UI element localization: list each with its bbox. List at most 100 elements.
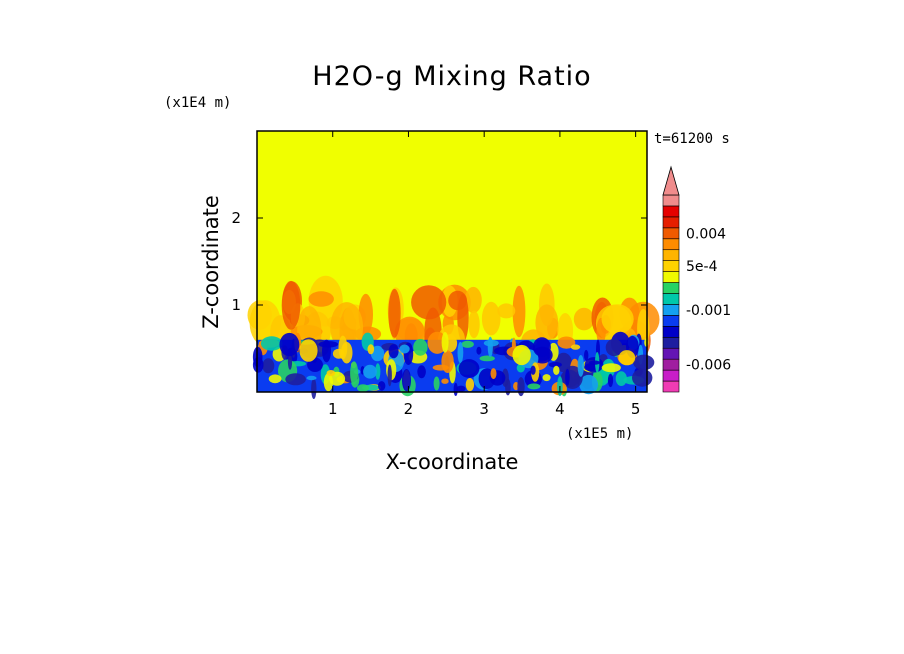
plume-blob [464, 286, 482, 314]
plot-frame [256, 130, 648, 393]
chart-title: H2O-g Mixing Ratio [312, 61, 591, 92]
y-tick-label: 2 [231, 209, 241, 227]
layer-blob [530, 365, 536, 375]
x-tick-label: 3 [479, 400, 489, 418]
layer-blob [388, 344, 399, 359]
layer-blob [465, 378, 475, 392]
layer-blob [299, 339, 318, 362]
colorbar-segment [662, 216, 680, 229]
colorbar-segment [662, 326, 680, 338]
layer-blob [375, 363, 381, 380]
x-tick-label: 2 [404, 400, 414, 418]
layer-blob [615, 371, 627, 386]
layer-blob [370, 345, 385, 362]
colorbar-segment [662, 347, 680, 360]
layer-blob [517, 377, 525, 397]
layer-blob [441, 378, 449, 384]
layer-blob [577, 355, 584, 377]
colorbar-label: 0.004 [686, 226, 726, 242]
layer-blob [557, 336, 576, 349]
x-tick-label: 4 [555, 400, 565, 418]
layer-blob [260, 336, 283, 351]
time-label: t=61200 s [654, 131, 730, 147]
colorbar-segment [662, 227, 680, 240]
layer-blob [527, 383, 541, 390]
colorbar-segment [662, 336, 680, 349]
colorbar-segment [662, 380, 680, 393]
x-tick-label: 1 [328, 400, 338, 418]
layer-blob [570, 344, 581, 350]
colorbar-segment [662, 271, 680, 283]
layer-blob [457, 341, 464, 364]
plume-blob [281, 280, 301, 330]
layer-blob [417, 365, 426, 379]
plume-blob [512, 285, 526, 338]
colorbar-segment [662, 249, 680, 261]
y-unit-label: (x1E4 m) [164, 95, 231, 111]
layer-blob [461, 340, 474, 348]
plume-blob [468, 310, 480, 339]
colorbar-segment [662, 369, 680, 382]
layer-blob [279, 332, 300, 357]
colorbar-segment [662, 304, 680, 316]
layer-blob [633, 354, 655, 371]
layer-blob [350, 361, 359, 385]
y-axis-label: Z-coordinate [199, 195, 223, 329]
layer-blob [458, 359, 480, 378]
layer-blob [490, 368, 497, 380]
layer-blob [363, 364, 377, 379]
layer-blob [487, 336, 493, 358]
plume-blob [601, 304, 634, 334]
layer-blob [605, 338, 623, 357]
lower-layer [252, 331, 655, 400]
layer-blob [322, 339, 331, 363]
colorbar-segment [662, 315, 680, 327]
layer-blob [326, 370, 336, 377]
layer-blob [433, 376, 440, 391]
colorbar-label: 5e-4 [686, 259, 718, 275]
layer-blob [311, 378, 317, 400]
colorbar-segment [662, 358, 680, 371]
colorbar-label: -0.001 [686, 303, 731, 319]
layer-blob [268, 374, 282, 384]
colorbar: 0.004 5e-4 -0.001 -0.006 [662, 165, 731, 393]
plume-blob [448, 290, 467, 311]
layer-blob [512, 344, 531, 366]
x-axis-label: X-coordinate [386, 450, 519, 474]
layer-blob [378, 381, 386, 391]
colorbar-label: -0.006 [686, 358, 731, 374]
layer-blob [584, 363, 598, 372]
colorbar-segment [662, 238, 680, 251]
plume-blob [308, 291, 334, 307]
layer-blob [387, 364, 392, 387]
layer-blob [553, 365, 560, 375]
layer-blob [441, 332, 449, 353]
layer-blob [584, 349, 589, 361]
layer-blob [542, 374, 551, 382]
colorbar-segment [662, 205, 680, 218]
plume-blob [411, 285, 447, 320]
plume-blob [330, 302, 364, 353]
layer-blob [632, 368, 653, 387]
y-axis-ticks: 12 [231, 209, 647, 314]
layer-blob [262, 358, 275, 374]
colorbar-segment [662, 194, 680, 207]
layer-blob [413, 338, 428, 356]
layer-blob [252, 357, 264, 373]
layer-blob [441, 350, 454, 373]
layer-blob [306, 375, 317, 381]
layer-blob [532, 337, 551, 357]
layer-blob [607, 373, 614, 388]
colorbar-segment [662, 293, 680, 305]
layer-blob [399, 344, 410, 354]
layer-blob [589, 360, 601, 365]
layer-blob [367, 344, 375, 355]
layer-blob [402, 369, 411, 392]
layer-blob [476, 346, 482, 355]
colorbar-segment [662, 260, 680, 272]
layer-blob [601, 363, 621, 373]
plume-blob [535, 304, 559, 341]
plume-blob [573, 307, 595, 331]
layer-blob [357, 384, 369, 392]
